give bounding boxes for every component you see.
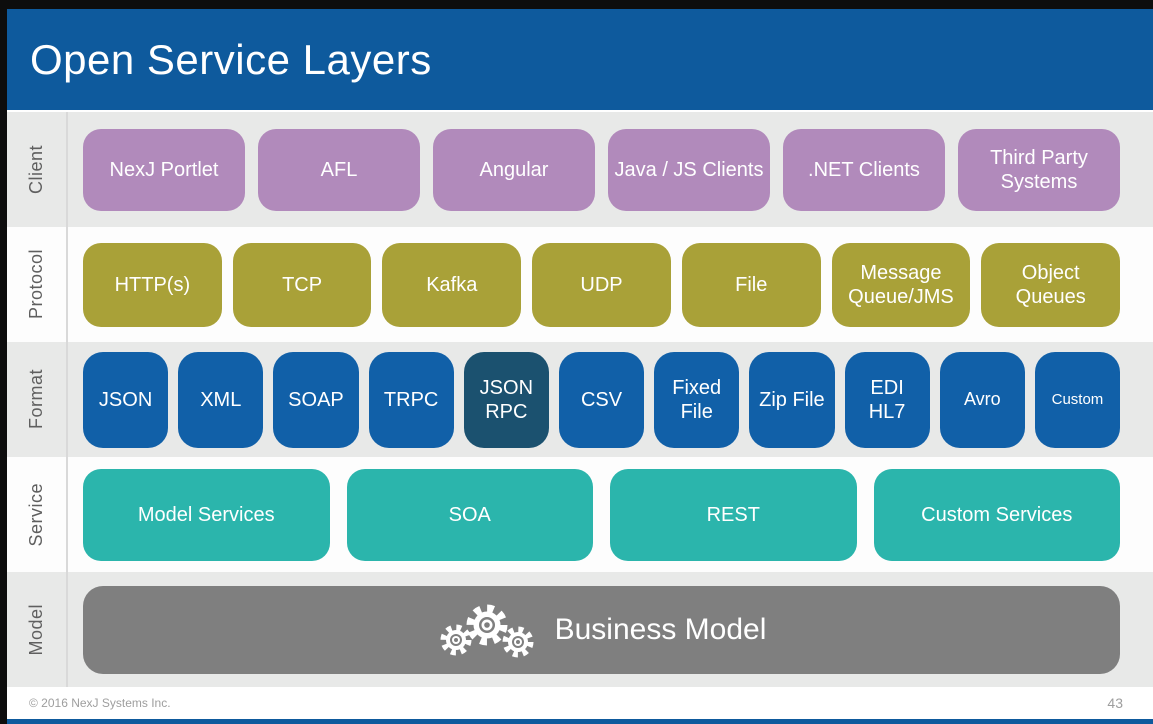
layer-label-client: Client <box>7 112 68 227</box>
box-fixed-file: Fixed File <box>654 351 740 448</box>
client-boxes: NexJ Portlet AFL Angular Java / JS Clien… <box>68 112 1153 227</box>
bottom-accent-strip <box>7 719 1153 724</box>
box-java-js-clients: Java / JS Clients <box>608 128 770 211</box>
box-model-services: Model Services <box>83 468 330 561</box>
box-avro: Avro <box>939 351 1025 448</box>
layer-row-model: Model <box>7 572 1153 687</box>
presentation-slide: Open Service Layers Client NexJ Portlet … <box>7 9 1153 724</box>
box-rest: REST <box>610 468 857 561</box>
box-angular: Angular <box>433 128 595 211</box>
box-business-model: Business Model <box>83 585 1120 674</box>
layer-bands: Client NexJ Portlet AFL Angular Java / J… <box>7 112 1153 687</box>
box-soap: SOAP <box>273 351 359 448</box>
model-boxes: Business Model <box>68 572 1153 687</box>
gears-icon <box>440 604 534 657</box>
box-file: File <box>681 242 821 327</box>
box-https: HTTP(s) <box>83 242 222 327</box>
box-trpc: TRPC <box>368 351 454 448</box>
layer-row-service: Service Model Services SOA REST Custom S… <box>7 457 1153 572</box>
business-model-label: Business Model <box>554 612 767 646</box>
box-third-party-systems: Third Party Systems <box>958 128 1120 211</box>
layer-label-service: Service <box>7 457 68 572</box>
box-udp: UDP <box>532 242 671 327</box>
box-edi-hl7: EDI HL7 <box>844 351 930 448</box>
box-zip-file: Zip File <box>749 351 835 448</box>
slide-title: Open Service Layers <box>30 35 432 83</box>
box-xml: XML <box>178 351 264 448</box>
layer-row-client: Client NexJ Portlet AFL Angular Java / J… <box>7 112 1153 227</box>
slide-title-bar: Open Service Layers <box>7 9 1153 110</box>
box-custom: Custom <box>1034 351 1121 448</box>
box-json-rpc: JSON RPC <box>463 351 549 448</box>
protocol-boxes: HTTP(s) TCP Kafka UDP File Message Queue… <box>68 227 1153 342</box>
box-json: JSON <box>83 351 169 448</box>
box-afl: AFL <box>258 128 420 211</box>
box-object-queues: Object Queues <box>981 242 1121 327</box>
box-csv: CSV <box>558 351 645 448</box>
box-message-queue-jms: Message Queue/JMS <box>831 242 971 327</box>
box-soa: SOA <box>346 468 593 561</box>
layer-row-protocol: Protocol HTTP(s) TCP Kafka UDP File Mess… <box>7 227 1153 342</box>
box-tcp: TCP <box>232 242 372 327</box>
box-nexj-portlet: NexJ Portlet <box>83 128 245 211</box>
format-boxes: JSON XML SOAP TRPC JSON RPC CSV Fixed Fi… <box>68 342 1153 457</box>
slide-footer: © 2016 NexJ Systems Inc. 43 <box>7 687 1153 719</box>
layer-row-format: Format JSON XML SOAP TRPC JSON RPC CSV F… <box>7 342 1153 457</box>
box-custom-services: Custom Services <box>873 468 1120 561</box>
page-number: 43 <box>1107 695 1123 711</box>
box-net-clients: .NET Clients <box>783 128 945 211</box>
service-boxes: Model Services SOA REST Custom Services <box>68 457 1153 572</box>
box-kafka: Kafka <box>382 242 522 327</box>
layer-label-protocol: Protocol <box>7 227 68 342</box>
copyright-text: © 2016 NexJ Systems Inc. <box>29 696 171 710</box>
layer-label-model: Model <box>7 572 68 687</box>
layer-label-format: Format <box>7 342 68 457</box>
